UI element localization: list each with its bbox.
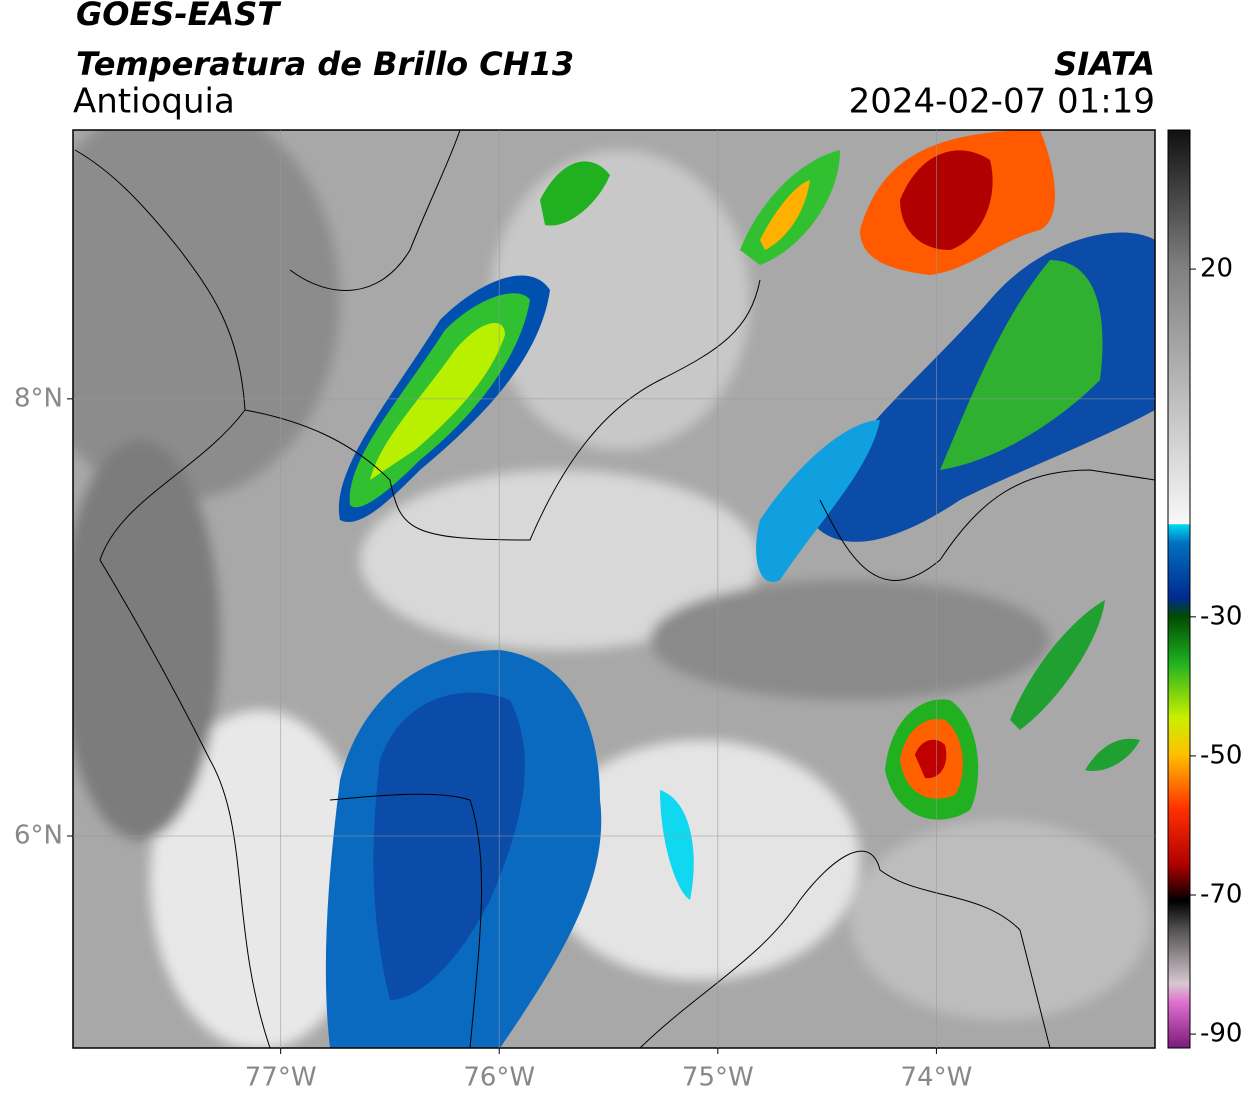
graticule (73, 130, 1155, 1048)
x-tick-label: 77°W (245, 1063, 317, 1093)
colorbar-tick-label: -30 (1200, 601, 1242, 631)
source: SIATA (1054, 45, 1155, 83)
map-frame (72, 129, 1156, 1049)
region: Antioquia (73, 82, 235, 122)
datetime: 2024-02-07 01:19 (849, 82, 1155, 122)
x-tick-label: 76°W (463, 1063, 535, 1093)
colorbar (1167, 129, 1191, 1049)
y-tick-label: 6°N (14, 820, 63, 850)
y-tick-label: 8°N (14, 383, 63, 413)
subtitle: Temperatura de Brillo CH13 (76, 45, 574, 83)
borders (74, 130, 1155, 1048)
satellite-image (73, 130, 1155, 1048)
colorbar-tick-label: -50 (1200, 740, 1242, 770)
colorbar-tick-label: 20 (1200, 254, 1233, 284)
title: GOES-EAST (76, 0, 281, 33)
x-tick-label: 74°W (901, 1063, 973, 1093)
colorbar-tick-label: -90 (1200, 1019, 1242, 1049)
x-tick-label: 75°W (682, 1063, 754, 1093)
colorbar-tick-label: -70 (1200, 880, 1242, 910)
